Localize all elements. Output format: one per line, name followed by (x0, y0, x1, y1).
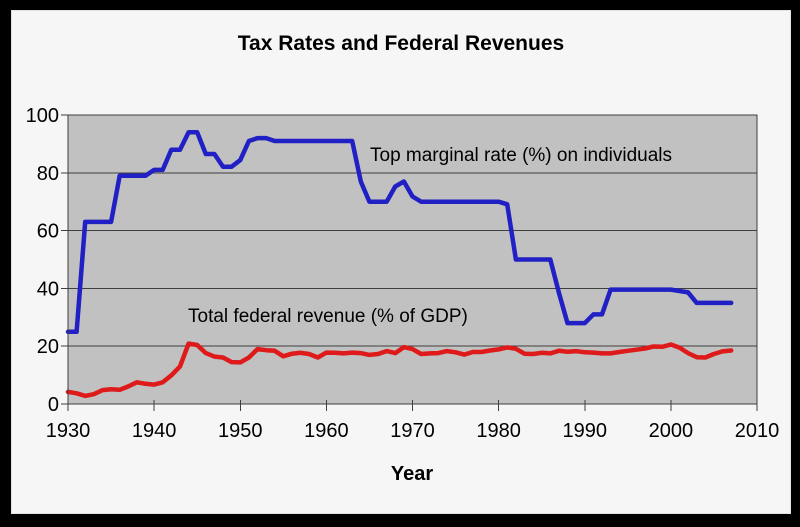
x-tick-label-1970: 1970 (390, 420, 435, 442)
x-tick-label-2000: 2000 (649, 420, 694, 442)
x-tick-label-1990: 1990 (563, 420, 608, 442)
y-tick-label-20: 20 (37, 336, 59, 358)
x-tick-label-1950: 1950 (218, 420, 263, 442)
series-label-top-marginal-rate: Top marginal rate (%) on individuals (370, 145, 672, 166)
chart-plot-svg: 0 20 40 60 80 100 1930 1940 1950 1960 1970 1980 1990… (26, 32, 780, 485)
gridlines-group (68, 172, 757, 347)
series-line-1 (65, 341, 734, 399)
x-axis-title: Year (391, 463, 433, 485)
y-tick-label-60: 60 (37, 221, 59, 243)
series-label-federal-revenue: Total federal revenue (% of GDP) (188, 306, 468, 327)
x-tick-label-1960: 1960 (304, 420, 349, 442)
x-tick-label-1930: 1930 (46, 420, 91, 442)
y-tick-label-0: 0 (48, 394, 59, 416)
y-tick-label-100: 100 (26, 105, 59, 127)
y-tick-label-40: 40 (37, 278, 59, 300)
chart-canvas: 0 20 40 60 80 100 1930 1940 1950 1960 1970 1980 1990… (11, 10, 791, 514)
series-line-0 (65, 130, 734, 335)
x-tick-label-1980: 1980 (476, 420, 521, 442)
series-lines-group (65, 130, 734, 399)
tick-labels-group: 0 20 40 60 80 100 1930 1940 1950 1960 1970 1980 1990… (26, 105, 780, 442)
axis-ticks-group (61, 114, 758, 411)
y-tick-label-80: 80 (37, 163, 59, 185)
chart-title: Tax Rates and Federal Revenues (238, 32, 564, 55)
x-tick-label-1940: 1940 (132, 420, 177, 442)
x-tick-label-2010: 2010 (735, 420, 780, 442)
